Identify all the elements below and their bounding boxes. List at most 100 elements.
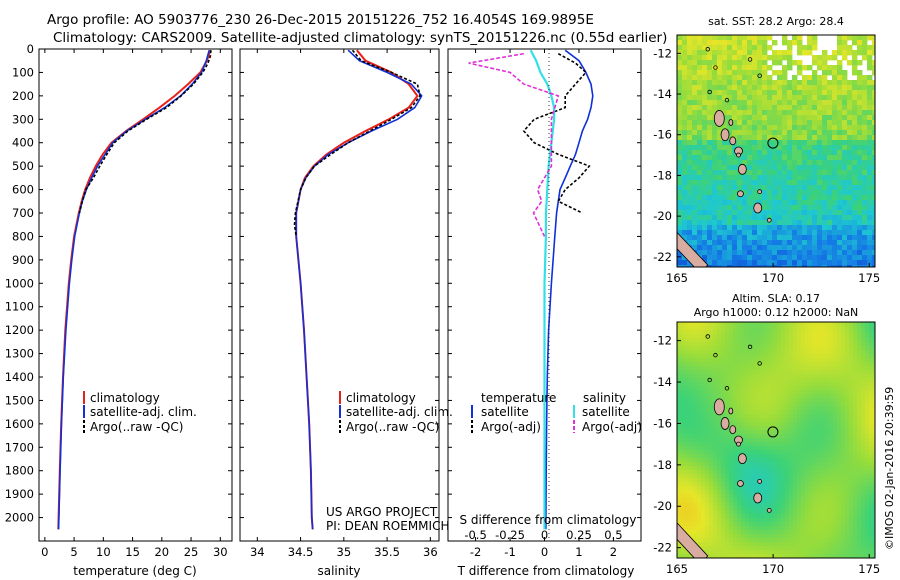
map-cell <box>681 430 686 435</box>
map-cell <box>865 426 870 431</box>
map-cell <box>813 542 818 547</box>
map-cell <box>813 390 818 395</box>
map-cell <box>805 462 810 467</box>
map-cell <box>772 230 778 236</box>
map-cell <box>677 175 683 181</box>
map-cell <box>862 175 868 181</box>
map-cell <box>725 338 730 343</box>
map-cell <box>757 414 762 419</box>
map-cell <box>717 75 723 81</box>
map-cell <box>742 175 748 181</box>
map-cell <box>833 522 838 527</box>
map-cell <box>829 538 834 543</box>
map-cell <box>842 45 848 51</box>
map-cell <box>682 210 688 216</box>
map-cell <box>869 354 874 359</box>
map-cell <box>847 255 853 261</box>
map-cell <box>777 322 782 327</box>
map-cell <box>857 402 862 407</box>
map-cell <box>801 410 806 415</box>
map-cell <box>752 75 758 81</box>
map-cell <box>829 522 834 527</box>
map-cell <box>872 140 875 146</box>
map-cell <box>853 514 858 519</box>
map-cell <box>697 80 703 86</box>
map-cell <box>777 550 782 555</box>
map-cell <box>865 498 870 503</box>
series-line-satellite-adj-clim- <box>57 49 210 530</box>
map-cell <box>762 40 768 46</box>
map-cell <box>712 70 718 76</box>
map-cell <box>713 370 718 375</box>
map-cell <box>792 205 798 211</box>
map-cell <box>857 265 863 267</box>
map-cell <box>807 255 813 261</box>
map-cell <box>682 180 688 186</box>
map-cell <box>813 506 818 511</box>
map-cell <box>813 442 818 447</box>
map-cell <box>822 170 828 176</box>
temperature-x-axis: 0 5 10 15 20 25 30 <box>41 49 228 559</box>
map-cell <box>862 160 868 166</box>
map-cell <box>762 55 768 61</box>
map-cell <box>872 205 875 211</box>
map-cell <box>701 530 706 535</box>
map-cell <box>745 502 750 507</box>
map-cell <box>772 115 778 121</box>
map-cell <box>801 358 806 363</box>
map-cell <box>812 245 818 251</box>
x-tick-label: 2 <box>610 545 617 559</box>
map-cell <box>793 330 798 335</box>
map-cell <box>689 326 694 331</box>
map-cell <box>849 498 854 503</box>
map-cell <box>745 402 750 407</box>
map-cell <box>777 482 782 487</box>
map-cell <box>761 374 766 379</box>
x-tick-label: 36 <box>423 545 438 559</box>
map-cell <box>825 342 830 347</box>
map-cell <box>677 190 683 196</box>
map-cell <box>782 85 788 91</box>
map-cell <box>825 546 830 551</box>
series-line-argo-raw-qc- <box>293 49 421 237</box>
map-cell <box>769 342 774 347</box>
map-cell <box>821 514 826 519</box>
map-cell <box>689 346 694 351</box>
map-cell <box>772 150 778 156</box>
map-cell <box>849 494 854 499</box>
map-cell <box>685 526 690 531</box>
map-cell <box>745 518 750 523</box>
map-cell <box>772 55 778 61</box>
map-cell <box>685 550 690 555</box>
map-cell <box>737 322 742 327</box>
map-cell <box>697 334 702 339</box>
map-cell <box>873 478 875 483</box>
map-cell <box>837 195 843 201</box>
map-cell <box>837 394 842 399</box>
map-cell <box>712 200 718 206</box>
map-cell <box>873 522 875 527</box>
map-cell <box>797 80 803 86</box>
map-cell <box>677 105 683 111</box>
map-cell <box>777 462 782 467</box>
map-cell <box>777 430 782 435</box>
map-cell <box>867 60 873 66</box>
map-cell <box>772 40 778 46</box>
map-cell <box>833 514 838 519</box>
map-cell <box>825 530 830 535</box>
map-cell <box>872 170 875 176</box>
map-cell <box>725 502 730 507</box>
map-cell <box>677 550 682 555</box>
map-cell <box>797 342 802 347</box>
map-cell <box>853 498 858 503</box>
map-cell <box>705 502 710 507</box>
map-cell <box>741 346 746 351</box>
map-cell <box>849 538 854 543</box>
map-x-tick-label: 175 <box>858 271 880 285</box>
map-cell <box>865 374 870 379</box>
map-cell <box>761 510 766 515</box>
map-cell <box>705 510 710 515</box>
map-cell <box>727 105 733 111</box>
map-cell <box>729 518 734 523</box>
map-cell <box>687 115 693 121</box>
